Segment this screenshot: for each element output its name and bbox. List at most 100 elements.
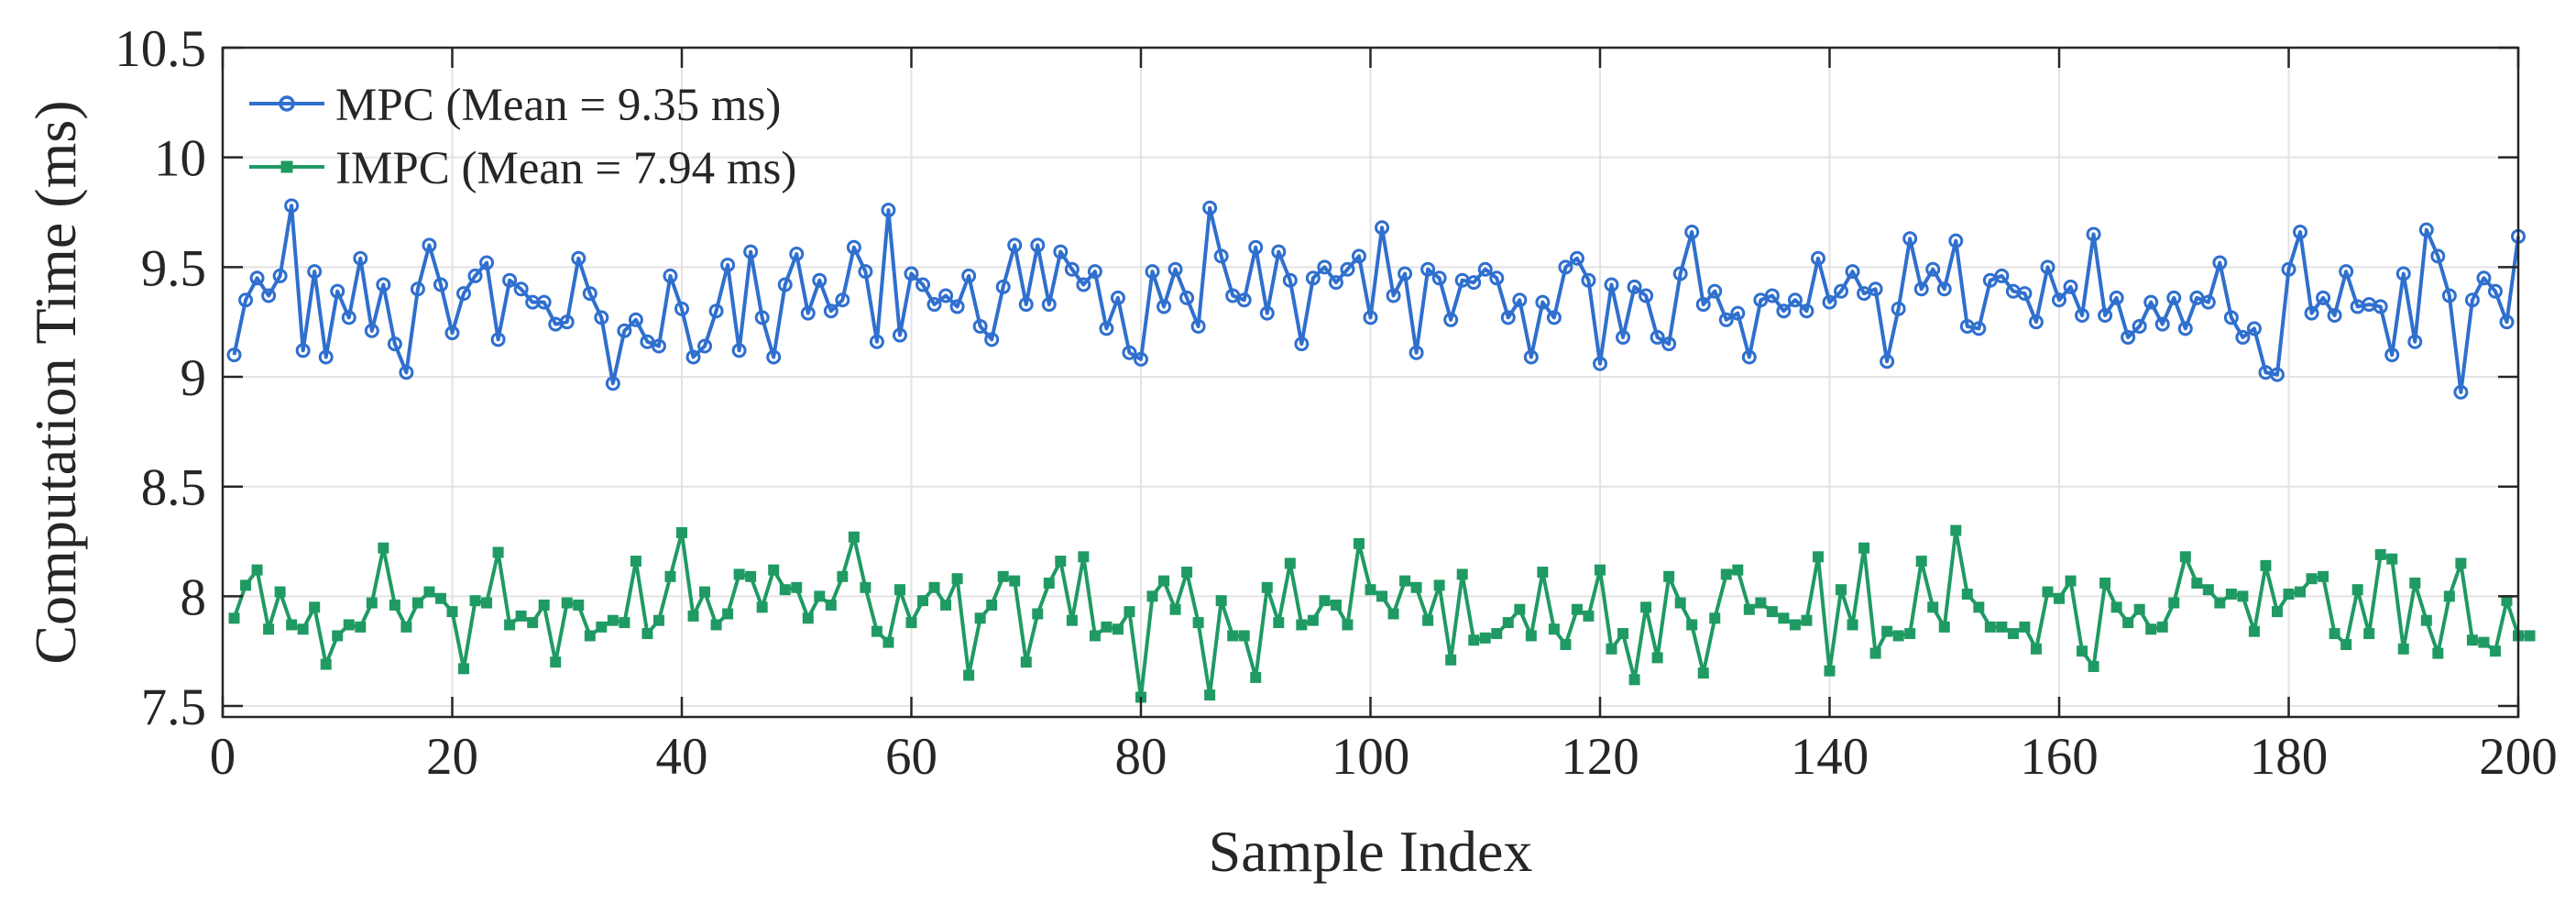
data-point [446,606,458,618]
data-point [1319,595,1331,607]
data-point [2395,266,2411,281]
data-point [1961,588,1973,600]
data-point [860,581,871,593]
data-point [1606,643,1617,655]
series-impc [228,524,2536,703]
data-point [1167,261,1183,277]
data-point [1639,288,1654,303]
data-point [2154,316,2170,332]
data-point [1514,603,1526,615]
data-point [2374,548,2386,560]
data-point [733,568,745,580]
data-point [2223,310,2239,325]
data-point [1927,601,1939,613]
data-point [297,623,309,635]
data-point [2237,590,2249,602]
data-point [1799,303,1814,319]
data-point [1236,292,1252,308]
data-point [915,277,931,292]
data-point [1055,556,1067,568]
data-point [2225,588,2237,600]
data-point [1730,305,1746,321]
data-point [1535,294,1551,310]
data-point [1020,656,1032,668]
data-point [2340,639,2352,651]
data-point [2316,290,2331,305]
data-point [756,601,768,613]
data-point [2017,286,2033,302]
data-point [687,610,699,622]
data-point [2202,584,2214,596]
data-point [2489,645,2501,657]
data-point [467,268,483,283]
data-point [777,277,793,292]
data-point [1387,608,1399,620]
data-point [1468,634,1480,646]
data-point [2099,578,2111,589]
data-point [1340,261,1355,277]
data-point [1707,283,1723,299]
data-point [663,268,678,283]
data-point [1271,244,1287,259]
data-point [2132,318,2147,334]
data-point [400,621,412,633]
data-point [1880,354,1895,369]
data-point [1110,290,1125,305]
data-point [1351,248,1366,264]
data-point [582,286,597,302]
data-point [1261,581,1273,593]
data-point [274,586,286,598]
data-point [1089,630,1101,642]
data-point [1661,336,1677,352]
data-point [332,630,344,642]
data-point [2478,636,2490,648]
data-point [1950,524,1962,536]
data-point [1030,237,1046,253]
data-point [1581,272,1596,288]
series-layer [226,198,2536,703]
data-point [1181,567,1193,579]
data-point [1892,630,1904,642]
axis-ticks: 0 20 40 60 80 100 120 140 160 180 200 7.5 8 8.5 9 9.5 10… [115,20,2558,786]
data-point [1018,297,1034,313]
data-point [1259,305,1275,321]
data-point [249,270,265,286]
data-point [1902,231,1918,247]
data-point [1537,567,1549,579]
data-point [1099,321,1114,336]
data-point [1571,603,1583,615]
data-point [1398,266,1413,281]
data-point [2501,595,2513,607]
data-point [355,621,367,633]
data-point [240,579,252,591]
data-point [1755,597,1767,609]
data-point [1066,614,1078,626]
data-point [1433,579,1445,591]
data-point [1296,619,1308,631]
data-point [1041,297,1057,313]
data-point [2168,597,2180,609]
legend-label-impc: IMPC (Mean = 7.94 ms) [335,143,796,194]
data-point [1466,275,1482,291]
data-point [926,297,942,313]
y-tick-label: 7.5 [141,678,206,736]
data-point [343,619,355,631]
data-point [1064,261,1080,277]
data-point [1672,266,1688,281]
data-point [1399,575,1411,587]
data-point [1179,290,1195,305]
data-point [1410,581,1422,593]
data-point [1640,601,1652,613]
data-point [1202,200,1218,215]
data-point [434,592,446,604]
data-point [766,349,782,365]
data-point [904,266,919,281]
data-point [1810,250,1825,266]
data-point [2418,222,2434,237]
data-point [2110,601,2122,613]
data-point [1845,264,1860,280]
data-point [594,310,609,325]
data-point [1489,270,1505,286]
y-tick-label: 10.5 [115,20,206,78]
